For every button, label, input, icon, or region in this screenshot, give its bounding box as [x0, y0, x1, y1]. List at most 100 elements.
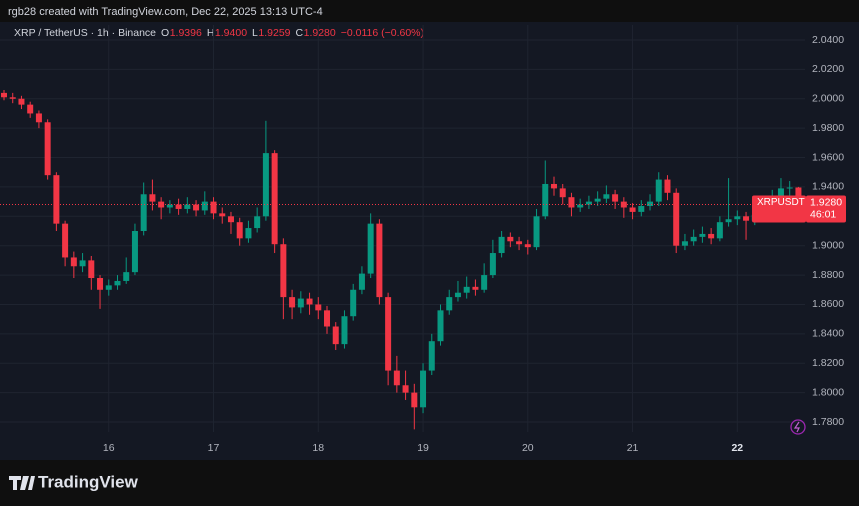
- candle-body: [411, 392, 418, 408]
- candle-body: [594, 198, 601, 202]
- y-tick-label: 1.8000: [812, 386, 844, 398]
- x-tick-label: 20: [522, 442, 534, 454]
- candle-body: [568, 197, 575, 208]
- x-tick-label: 19: [417, 442, 429, 454]
- candle-body: [114, 280, 121, 286]
- candle-body: [516, 241, 523, 245]
- candle-body: [612, 194, 619, 202]
- legend-l: L: [252, 27, 258, 39]
- x-tick-label: 22: [731, 442, 743, 454]
- y-tick-label: 2.0200: [812, 63, 844, 75]
- candle-body: [341, 316, 348, 345]
- candle-body: [219, 213, 226, 217]
- candle-body: [690, 236, 697, 242]
- alert-icon[interactable]: [790, 419, 806, 435]
- y-tick-label: 2.0000: [812, 93, 844, 105]
- candle-body: [9, 97, 16, 99]
- candle-body: [201, 201, 208, 211]
- candle-body: [734, 216, 741, 220]
- candle-body: [664, 179, 671, 193]
- candle-body: [175, 204, 182, 209]
- candle-body: [123, 272, 130, 281]
- plot: 1.7800 1.8000 1.8200 1.8400 1.8600 1.8800 1.90…: [0, 25, 846, 454]
- candle-body: [489, 253, 496, 276]
- y-tick-label: 1.8400: [812, 328, 844, 340]
- x-tick-label: 16: [103, 442, 115, 454]
- candle-body: [463, 286, 470, 293]
- candle-body: [376, 223, 383, 298]
- candle-body: [428, 341, 435, 371]
- candle-body: [149, 194, 156, 202]
- candle-body: [655, 179, 662, 202]
- candle-body: [70, 257, 77, 267]
- candle-body: [262, 153, 269, 217]
- candle-body: [324, 310, 331, 327]
- candle-body: [44, 122, 51, 176]
- candle-body: [481, 275, 488, 290]
- legend-low: 1.9259: [258, 27, 290, 39]
- legend-change: −0.0116 (−0.60%): [341, 27, 424, 39]
- x-tick-label: 21: [627, 442, 639, 454]
- candle-body: [402, 385, 409, 393]
- candle-body: [306, 298, 313, 305]
- candle-body: [62, 223, 69, 258]
- candle-body: [297, 298, 304, 308]
- candle-body: [542, 183, 549, 217]
- candle-body: [673, 192, 680, 246]
- candle-body: [350, 289, 357, 317]
- last-price-symbol: XRPUSDT: [757, 197, 805, 208]
- legend-close: 1.9280: [304, 27, 336, 39]
- candle-body: [524, 244, 531, 248]
- candle-body: [393, 370, 400, 386]
- candle-body: [472, 286, 479, 290]
- candle-body: [210, 201, 217, 214]
- y-tick-label: 1.9800: [812, 122, 844, 134]
- candle-body: [1, 92, 7, 98]
- alert-bolt: [793, 421, 800, 433]
- y-tick-label: 1.8200: [812, 357, 844, 369]
- candle-body: [271, 153, 278, 245]
- candle-body: [193, 204, 200, 211]
- candle-body: [88, 260, 95, 279]
- candle-body: [105, 285, 112, 290]
- candle-body: [131, 230, 138, 273]
- last-price-box: [806, 195, 846, 223]
- candle-body: [385, 297, 392, 371]
- candle-body: [280, 244, 287, 298]
- candle-body: [786, 187, 793, 189]
- logo-mark: [9, 476, 35, 490]
- candle-body: [777, 188, 784, 198]
- candle-body: [498, 236, 505, 254]
- chart-panel: [0, 22, 859, 460]
- candle-body: [184, 204, 191, 209]
- candle-body: [559, 188, 566, 198]
- logo: TradingView: [38, 472, 139, 491]
- countdown: 46:01: [810, 208, 836, 220]
- legend-c: C: [296, 27, 304, 39]
- candle-body: [716, 222, 723, 239]
- candle-body: [254, 216, 261, 229]
- y-tick-label: 1.8800: [812, 269, 844, 281]
- last-price-label: 1.9280: [810, 196, 842, 208]
- candle-body: [585, 201, 592, 205]
- candle-body: [533, 216, 540, 248]
- candle-body: [245, 228, 252, 239]
- candle-body: [289, 297, 296, 308]
- legend: XRP / TetherUS · 1h · Binance O 1.9396 H 1.9…: [14, 27, 424, 39]
- y-tick-label: 1.7800: [812, 416, 844, 428]
- candle-body: [647, 201, 654, 207]
- candle-body: [603, 194, 610, 199]
- candle-body: [158, 201, 165, 208]
- candle-body: [708, 233, 715, 239]
- x-tick-label: 17: [208, 442, 220, 454]
- candle-body: [550, 183, 557, 189]
- candle-body: [699, 233, 706, 237]
- candle-body: [681, 241, 688, 246]
- y-tick-label: 2.0400: [812, 34, 844, 46]
- candle-body: [620, 201, 627, 208]
- credit: rgb28 created with TradingView.com, Dec …: [8, 6, 323, 18]
- candle-body: [638, 206, 645, 212]
- legend-h: H: [207, 27, 215, 39]
- last-price-tag: [752, 195, 806, 223]
- legend-high: 1.9400: [215, 27, 247, 39]
